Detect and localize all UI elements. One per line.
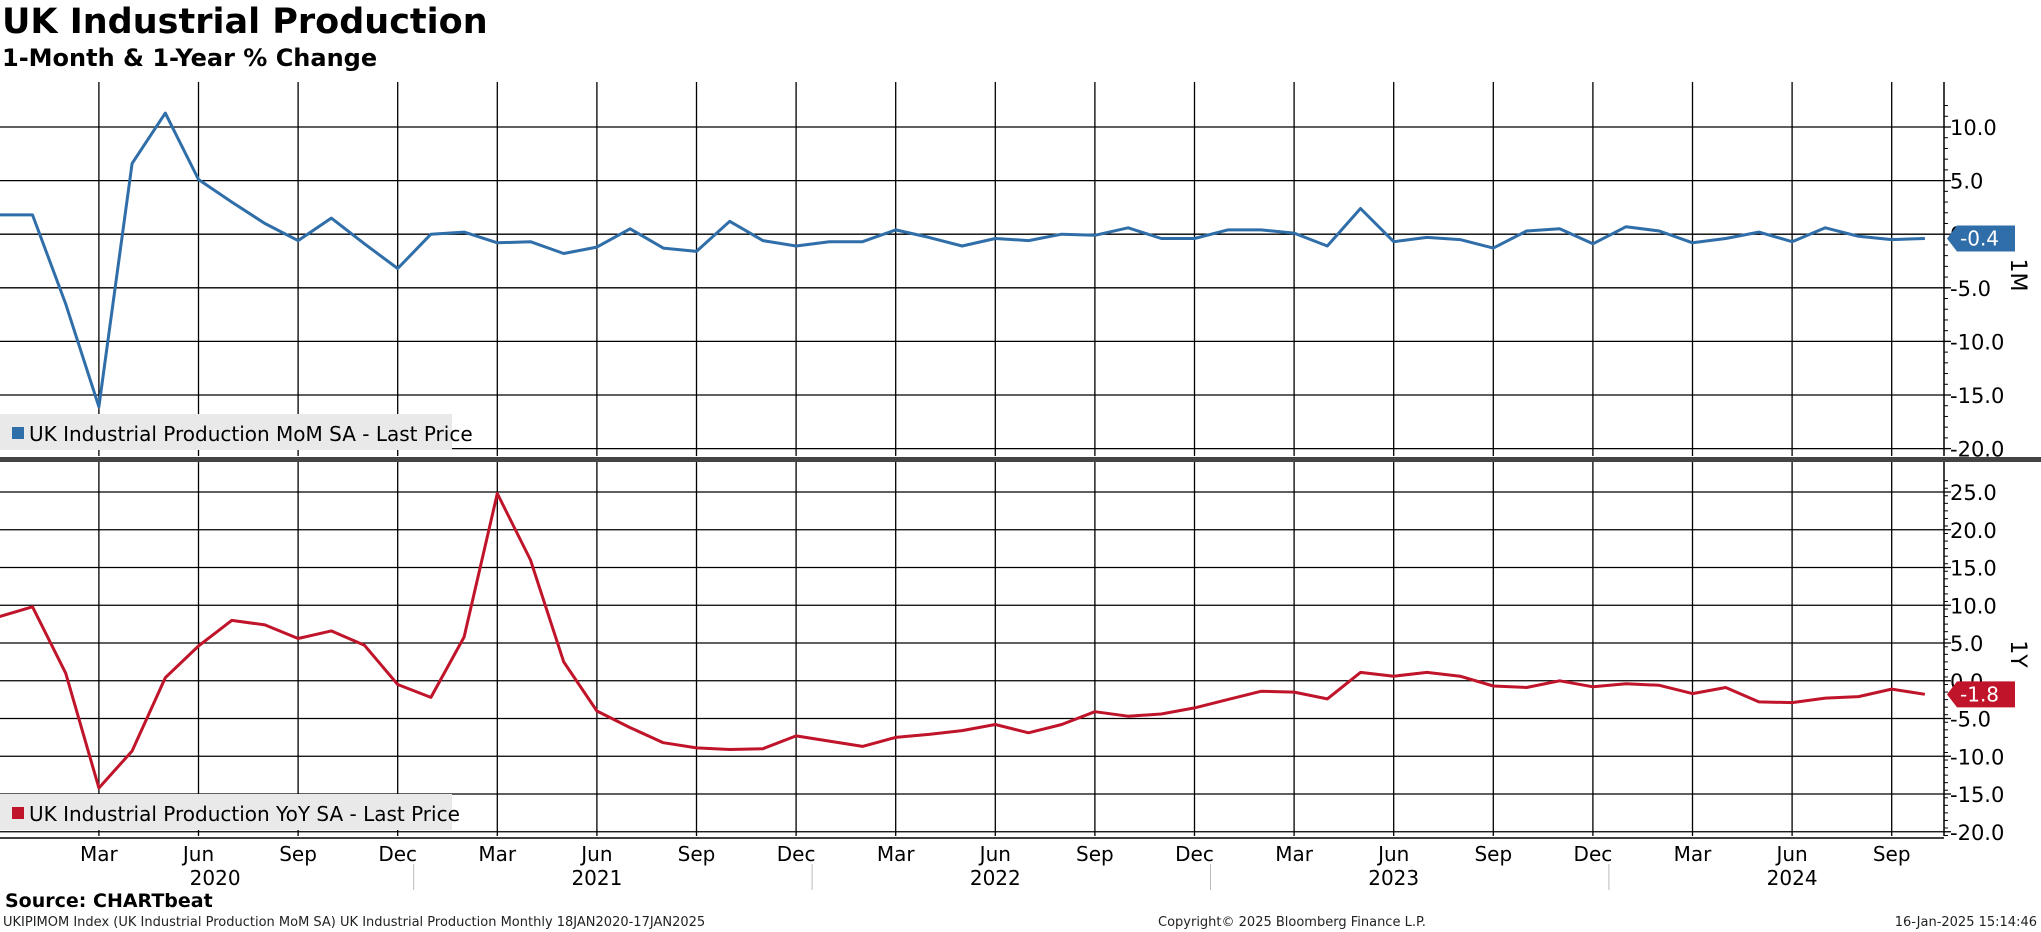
y-tick-label: -15.0: [1950, 783, 2004, 807]
footer-ticker-info: UKIPIMOM Index (UK Industrial Production…: [3, 915, 706, 930]
source-note: Source: CHARTbeat: [5, 890, 213, 912]
x-axis: Mar Jun Sep Dec Mar Jun Sep Dec Mar Jun Sep Dec Mar J…: [0, 837, 1944, 890]
x-tick-label-month: Jun: [978, 842, 1011, 866]
y-tick-label: 25.0: [1950, 481, 1997, 505]
x-tick-label-month: Sep: [678, 842, 716, 866]
last-value-tag: [1947, 225, 2015, 252]
legend-label: UK Industrial Production MoM SA - Last P…: [29, 422, 473, 446]
y-tick-label: -10.0: [1950, 745, 2004, 769]
legend-label: UK Industrial Production YoY SA - Last P…: [29, 802, 460, 826]
x-tick-label-month: Jun: [579, 842, 612, 866]
legend-swatch: [12, 807, 24, 819]
x-tick-label-month: Jun: [1774, 842, 1807, 866]
y-tick-label: -10.0: [1950, 330, 2004, 354]
series-line-mom: [0, 111, 1925, 409]
footer-copyright: Copyright© 2025 Bloomberg Finance L.P.: [1158, 915, 1426, 930]
x-tick-label-month: Jun: [1376, 842, 1409, 866]
y-tick-label: 5.0: [1950, 632, 1983, 656]
x-tick-label-month: Dec: [378, 842, 417, 866]
footer-timestamp: 16-Jan-2025 15:14:46: [1894, 915, 2037, 930]
x-tick-label-month: Sep: [1474, 842, 1512, 866]
x-tick-label-year: 2023: [1368, 866, 1419, 890]
x-tick-label-month: Mar: [877, 842, 916, 866]
chart-title: UK Industrial Production: [2, 2, 488, 42]
x-tick-label-month: Dec: [1574, 842, 1613, 866]
x-tick-label-year: 2024: [1767, 866, 1818, 890]
panel-label: 1Y: [2005, 640, 2030, 668]
x-tick-label-month: Dec: [777, 842, 816, 866]
panel-divider: [0, 457, 2041, 462]
x-tick-label-year: 2021: [571, 866, 622, 890]
y-tick-label: -5.0: [1950, 277, 1991, 301]
chart-subtitle: 1-Month & 1-Year % Change: [2, 44, 378, 72]
legend-yoy: UK Industrial Production YoY SA - Last P…: [0, 794, 460, 830]
x-tick-label-month: Sep: [1076, 842, 1114, 866]
legend-mom: UK Industrial Production MoM SA - Last P…: [0, 414, 473, 450]
last-value-tag: [1947, 681, 2015, 708]
x-tick-label-year: 2022: [970, 866, 1021, 890]
x-tick-label-month: Sep: [1873, 842, 1911, 866]
x-tick-label-month: Jun: [181, 842, 214, 866]
panel-yoy-grid: [98, 462, 1893, 836]
y-tick-label: 10.0: [1950, 594, 1997, 618]
x-tick-label-month: Mar: [1275, 842, 1314, 866]
panel-mom-grid: [98, 82, 1893, 456]
x-tick-label-month: Sep: [279, 842, 317, 866]
series-line-yoy: [0, 492, 1926, 790]
last-value-label: -0.4: [1960, 226, 1999, 250]
panel-mom: 10.05.00.0-5.0-10.0-15.0-20.01M-0.4UK In…: [0, 82, 2030, 462]
x-tick-label-month: Dec: [1175, 842, 1214, 866]
panel-yoy: 25.020.015.010.05.00.0-5.0-10.0-15.0-20.…: [0, 462, 2030, 845]
y-tick-label: -15.0: [1950, 384, 2004, 408]
legend-box: [0, 794, 452, 830]
y-tick-label: 15.0: [1950, 557, 1997, 581]
x-tick-label-month: Mar: [1674, 842, 1713, 866]
y-tick-label: 5.0: [1950, 170, 1983, 194]
x-tick-label-month: Mar: [478, 842, 517, 866]
y-tick-label: -20.0: [1950, 821, 2004, 845]
legend-swatch: [12, 427, 24, 439]
x-tick-label-month: Mar: [80, 842, 119, 866]
last-value-label: -1.8: [1960, 682, 1999, 706]
x-tick-label-year: 2020: [190, 866, 241, 890]
y-tick-label: -5.0: [1950, 708, 1991, 732]
panel-label: 1M: [2005, 259, 2030, 292]
y-tick-label: 10.0: [1950, 116, 1997, 140]
legend-box: [0, 414, 452, 450]
y-tick-label: 20.0: [1950, 519, 1997, 543]
